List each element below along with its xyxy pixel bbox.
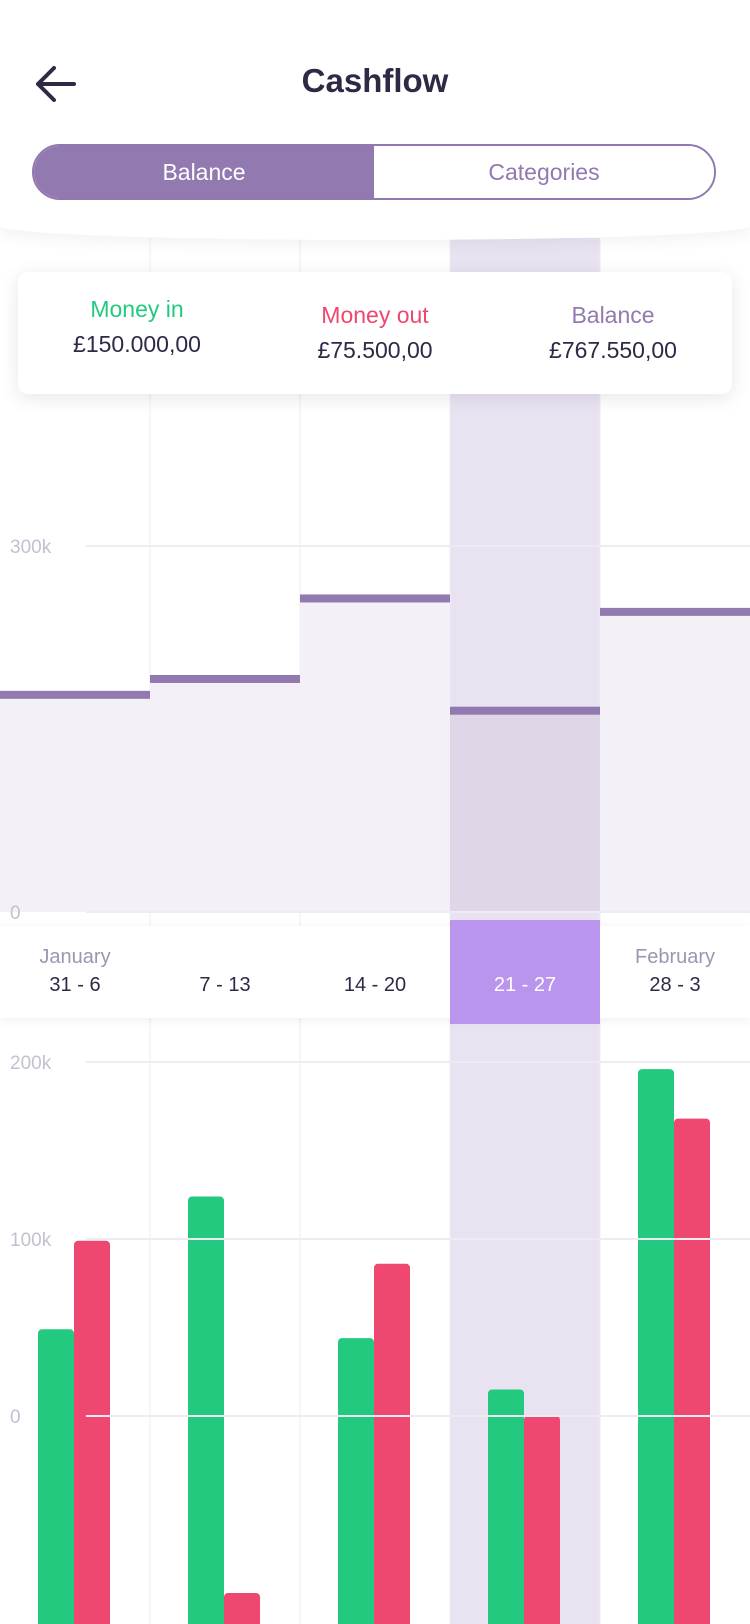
week-range: 31 - 6	[49, 974, 101, 996]
week-range: 21 - 27	[493, 974, 557, 996]
balance-label: Balance	[571, 302, 655, 328]
money-out-bar	[224, 1593, 260, 1624]
money-out-bar	[524, 1416, 560, 1624]
week-item[interactable]: 14 - 20	[300, 926, 450, 1018]
week-item[interactable]: 7 - 13	[150, 926, 300, 1018]
balance-line	[0, 690, 150, 699]
money-out-bar	[74, 1240, 110, 1624]
balance-area	[0, 694, 150, 912]
money-in-bar	[338, 1338, 374, 1624]
money-out-value: £75.500,00	[317, 337, 433, 363]
y-tick-label: 100k	[10, 1230, 52, 1251]
arrow-left-icon	[36, 66, 76, 102]
balance-value: £767.550,00	[549, 337, 677, 363]
y-tick-label: 200k	[10, 1053, 52, 1074]
back-button[interactable]	[30, 62, 82, 106]
y-tick-label: 0	[10, 903, 21, 924]
money-in-bar	[488, 1389, 524, 1624]
y-tick-label: 0	[10, 1407, 21, 1428]
balance-chart	[0, 594, 750, 912]
week-range: 28 - 3	[649, 974, 701, 996]
money-out-label: Money out	[321, 302, 429, 328]
week-month: February	[634, 946, 716, 968]
week-range: 7 - 13	[199, 974, 251, 996]
money-in-bar	[638, 1069, 674, 1624]
week-range: 14 - 20	[343, 974, 407, 996]
balance-line	[300, 594, 450, 603]
week-item-selected[interactable]: 21 - 27	[450, 920, 600, 1024]
money-in-out-chart	[38, 1069, 710, 1624]
y-tick-label: 300k	[10, 537, 52, 558]
app-header: Cashflow Balance Categories	[0, 0, 750, 240]
balance-summary: Balance £767.550,00	[494, 302, 732, 364]
balance-area	[150, 678, 300, 912]
money-in-bar	[38, 1329, 74, 1624]
page-title: Cashflow	[301, 62, 449, 99]
view-toggle: Balance Categories	[32, 144, 716, 200]
balance-line	[600, 607, 750, 616]
week-month	[300, 946, 450, 970]
balance-area	[450, 710, 600, 912]
week-item[interactable]: January 31 - 6	[0, 926, 150, 1018]
balance-area	[300, 598, 450, 912]
money-in-summary: Money in £150.000,00	[18, 296, 256, 358]
tab-categories[interactable]: Categories	[374, 146, 714, 198]
money-in-value: £150.000,00	[73, 331, 201, 357]
money-in-bar	[188, 1196, 224, 1624]
money-out-bar	[374, 1263, 410, 1624]
week-item[interactable]: February 28 - 3	[600, 926, 750, 1018]
summary-card: Money in £150.000,00 Money out £75.500,0…	[18, 272, 732, 394]
week-month: January	[39, 946, 111, 968]
week-month	[150, 946, 300, 970]
money-out-summary: Money out £75.500,00	[256, 302, 494, 364]
money-in-label: Money in	[90, 296, 184, 322]
balance-line	[450, 706, 600, 715]
balance-line	[150, 674, 300, 683]
money-out-bar	[674, 1118, 710, 1624]
balance-area	[600, 611, 750, 912]
week-selector: January 31 - 6 7 - 13 14 - 20 21 - 27 Fe…	[0, 920, 750, 1024]
tab-balance[interactable]: Balance	[34, 146, 374, 198]
